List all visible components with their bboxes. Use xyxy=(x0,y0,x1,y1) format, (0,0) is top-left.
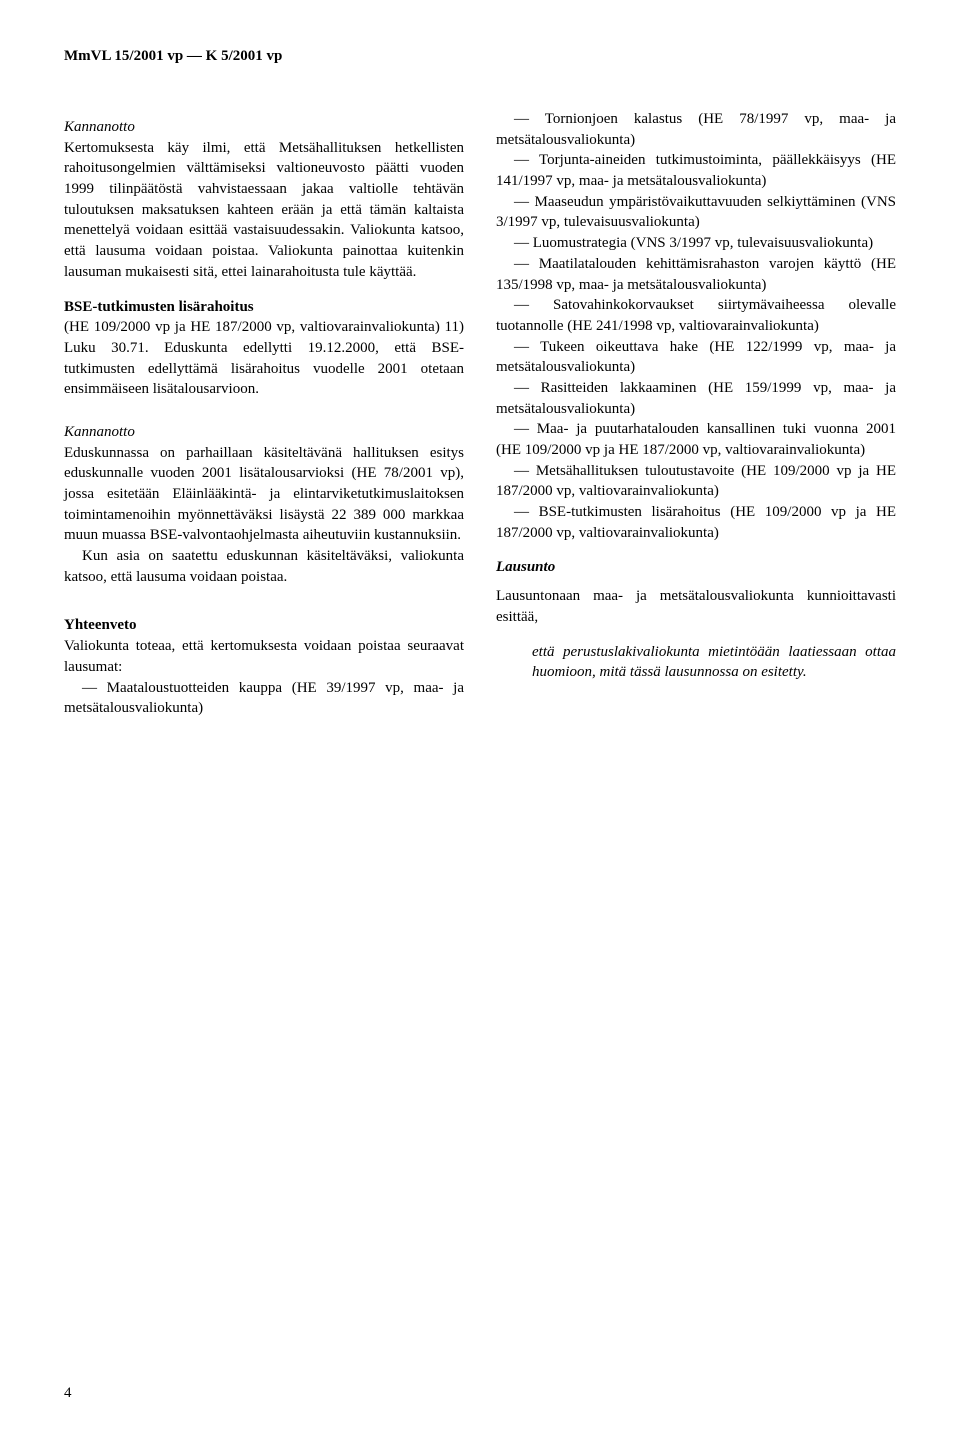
list-item: — Luomustrategia (VNS 3/1997 vp, tulevai… xyxy=(496,233,896,254)
section-heading-lausunto: Lausunto xyxy=(496,557,896,578)
list-item: — Tukeen oikeuttava hake (HE 122/1999 vp… xyxy=(496,337,896,378)
list-item: — Maaseudun ympäristövaikuttavuuden selk… xyxy=(496,192,896,233)
body-text: Eduskunnassa on parhaillaan käsiteltävän… xyxy=(64,443,464,546)
right-column: — Tornionjoen kalastus (HE 78/1997 vp, m… xyxy=(496,109,896,719)
two-column-layout: Kannanotto Kertomuksesta käy ilmi, että … xyxy=(64,109,896,719)
left-column: Kannanotto Kertomuksesta käy ilmi, että … xyxy=(64,109,464,719)
body-text: Valiokunta toteaa, että kertomuksesta vo… xyxy=(64,636,464,677)
indented-quote: että perustuslakivaliokunta mietintöään … xyxy=(532,642,896,683)
list-item: — Maatilatalouden kehittämisrahaston var… xyxy=(496,254,896,295)
section-heading-kannanotto-1: Kannanotto xyxy=(64,117,464,138)
page-header: MmVL 15/2001 vp — K 5/2001 vp xyxy=(64,48,896,65)
body-text: (HE 109/2000 vp ja HE 187/2000 vp, valti… xyxy=(64,317,464,400)
page-number: 4 xyxy=(64,1385,72,1402)
list-item: — Satovahinkokorvaukset siirtymävaiheess… xyxy=(496,295,896,336)
list-item: — Torjunta-aineiden tutkimustoiminta, pä… xyxy=(496,150,896,191)
body-text: Lausuntonaan maa- ja metsätalousvaliokun… xyxy=(496,586,896,627)
list-item: — Maa- ja puutarhatalouden kansallinen t… xyxy=(496,419,896,460)
section-heading-kannanotto-2: Kannanotto xyxy=(64,422,464,443)
list-item: — BSE-tutkimusten lisärahoitus (HE 109/2… xyxy=(496,502,896,543)
list-item: — Maataloustuotteiden kauppa (HE 39/1997… xyxy=(64,678,464,719)
body-text: Kertomuksesta käy ilmi, että Metsähallit… xyxy=(64,138,464,283)
list-item: — Tornionjoen kalastus (HE 78/1997 vp, m… xyxy=(496,109,896,150)
section-heading-bse: BSE-tutkimusten lisärahoitus xyxy=(64,297,464,318)
section-heading-yhteenveto: Yhteenveto xyxy=(64,615,464,636)
body-text: Kun asia on saatettu eduskunnan käsitelt… xyxy=(64,546,464,587)
list-item: — Metsähallituksen tuloutustavoite (HE 1… xyxy=(496,461,896,502)
list-item: — Rasitteiden lakkaaminen (HE 159/1999 v… xyxy=(496,378,896,419)
